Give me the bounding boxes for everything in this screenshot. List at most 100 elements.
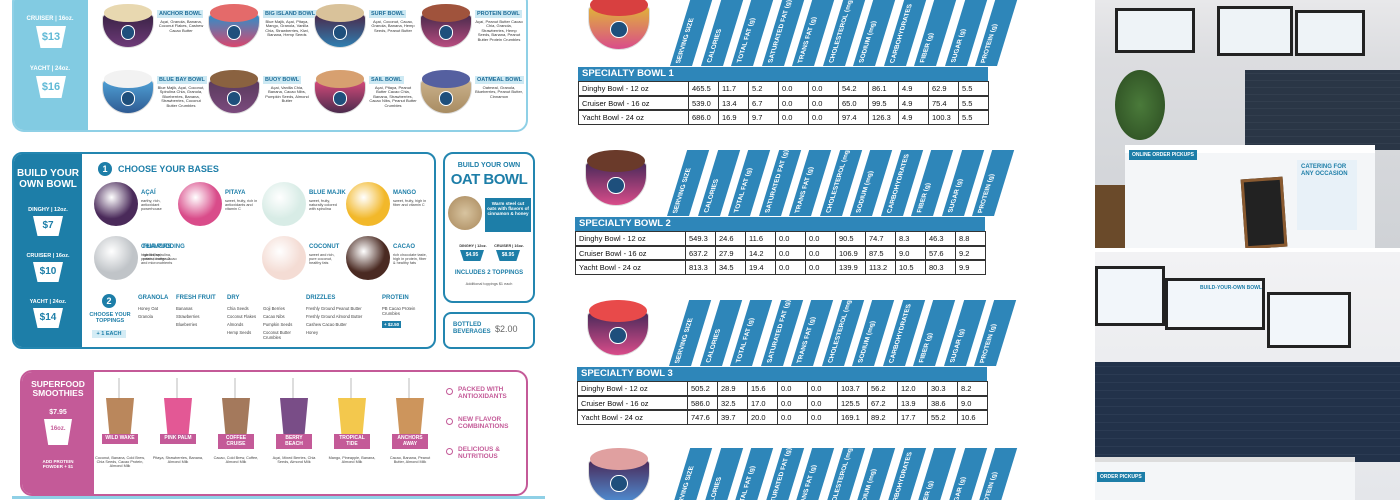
cell: 90.5: [835, 231, 866, 246]
column-header: SODIUM (mg): [856, 321, 877, 363]
store-photo: BUILD-YOUR-OWN BOWL ORDER PICKUPS: [1095, 252, 1400, 500]
size-price: $10: [39, 266, 57, 277]
column-header: CARBOHYDRATES: [885, 153, 911, 213]
bowl-name: SURF BOWL: [369, 10, 407, 18]
cell: 637.2: [685, 245, 716, 260]
smoothie-drink: [396, 398, 424, 434]
bottled-price: $2.00: [495, 324, 518, 334]
build-your-own: BUILD YOUR OWN BOWL DINGHY | 12oz. $7 CRUIS…: [12, 152, 436, 349]
smoothie-straw: [292, 378, 294, 400]
cell: 686.0: [688, 110, 719, 125]
bowl-topping: [316, 4, 364, 22]
plant: [1115, 70, 1165, 140]
smoothie-straw: [176, 378, 178, 400]
row-label: Cruiser Bowl - 16 oz: [577, 395, 688, 410]
base-name: BLUE MAJIK: [309, 190, 346, 196]
cell: 67.2: [867, 395, 898, 410]
smoothie-name: ANCHORS AWAY: [392, 434, 428, 449]
cell: 0.0: [777, 410, 808, 425]
bowl-topping: [210, 70, 258, 88]
column-header: SUGAR (g): [949, 477, 967, 500]
column-header: SUGAR (g): [948, 329, 966, 363]
benefit: PACKED WITH ANTIOXIDANTS: [458, 386, 507, 401]
oat-note: Additional toppings $1 each: [465, 282, 513, 286]
base-desc: sweet and rich, pure coconut, healthy fa…: [309, 253, 335, 266]
column-header: CARBOHYDRATES: [888, 3, 914, 63]
base-desc: sweet, fruity, high in fiber and vitamin…: [393, 199, 427, 208]
bowl-image: [102, 4, 154, 48]
column-header: CARBOHYDRATES: [887, 303, 913, 363]
cell: 9.9: [955, 260, 986, 275]
bowl-image: [314, 4, 366, 48]
cell: 0.0: [778, 95, 809, 110]
menu-screen: [1295, 10, 1365, 56]
catering-banner: CATERING FOR ANY OCCASION: [1297, 160, 1357, 230]
cell: 0.0: [805, 245, 836, 260]
cell: 106.9: [835, 245, 866, 260]
size-price: $16: [41, 81, 61, 93]
size-price: $4.95: [460, 250, 484, 261]
column-header: SERVING SIZE: [674, 17, 696, 63]
column-header: SATURATED FAT (g): [765, 300, 792, 363]
column-header: TRANS FAT (g): [796, 16, 819, 63]
column-header: FIBER (g): [917, 333, 934, 363]
size-label: DINGHY | 12oz.: [459, 244, 487, 248]
cell: 4.9: [898, 95, 929, 110]
topping-item: Cacao Nibs: [263, 314, 285, 319]
column-header: CHOLESTEROL (mg): [824, 150, 852, 213]
bowl-logo: [438, 25, 454, 40]
bowl-desc: Açaí, Coconut, Cacao, Granola, Banana, H…: [371, 19, 415, 33]
row-label: Yacht Bowl - 24 oz: [578, 110, 689, 125]
bowl-logo: [610, 20, 628, 39]
bowl-image: [588, 448, 650, 500]
smoothie-drink: [106, 398, 134, 434]
topping-item: Granola: [138, 314, 153, 319]
size-price: $14: [39, 312, 57, 323]
cell: 125.5: [837, 395, 868, 410]
bowl-topping: [589, 300, 647, 323]
size-label: CRUISER | 16oz.: [494, 244, 524, 248]
bowl-image: [588, 0, 650, 50]
bowl-logo: [120, 91, 136, 106]
bowl-topping: [104, 70, 152, 88]
column-header: CALORIES: [705, 477, 723, 500]
base-name: PITAYA: [225, 190, 246, 196]
cell: 126.3: [868, 110, 899, 125]
bowl-name: BLUE BAY BOWL: [157, 76, 207, 84]
base-name: AÇAÍ: [141, 190, 156, 196]
bowl-desc: Açaí, Vanilla Chia, Banana, Cacao Nibs, …: [265, 85, 309, 104]
cell: 505.2: [687, 381, 718, 396]
column-header: SERVING SIZE: [674, 465, 696, 500]
bowl-topping: [316, 70, 364, 88]
bowl-image: [102, 70, 154, 114]
header-stripe: SERVING SIZE: [670, 448, 713, 500]
smoothie-drink: [222, 398, 250, 434]
cell: 32.5: [717, 395, 748, 410]
base-desc: earthy, rich, antioxidant powerhouse: [141, 199, 162, 212]
bowl-logo: [332, 25, 348, 40]
size-price: $13: [41, 31, 61, 43]
cell: 5.5: [958, 110, 989, 125]
smoothie-desc: Cacao, Cold Brew, Coffee, Almond Milk: [213, 456, 259, 465]
cell: 54.2: [838, 81, 869, 96]
cell: 0.0: [807, 410, 838, 425]
column-header: SODIUM (mg): [854, 171, 875, 213]
bowl-logo: [332, 91, 348, 106]
stool: [1095, 185, 1125, 248]
topping-price: + 1 EACH: [92, 330, 126, 338]
table-title: SPECIALTY BOWL 2: [575, 217, 985, 231]
smoothie-desc: Pitaya, Strawberries, Banana, Almond Mil…: [152, 456, 204, 465]
store-photo: ONLINE ORDER PICKUPS CATERING FOR ANY OCC…: [1095, 0, 1400, 248]
column-header: PROTEIN (g): [979, 24, 999, 63]
bowl-desc: Açaí, Granola, Banana, Coconut Flakes, C…: [158, 19, 204, 33]
column-header: TRANS FAT (g): [795, 316, 818, 363]
tile-wall: [1095, 362, 1400, 462]
smoothie-cup: [44, 419, 72, 445]
cell: 13.4: [718, 95, 749, 110]
cell: 747.6: [687, 410, 718, 425]
bowl-topping: [210, 4, 258, 22]
cell: 465.5: [688, 81, 719, 96]
cell: 17.0: [747, 395, 778, 410]
cell: 0.0: [775, 245, 806, 260]
bowl-desc: Açaí, Pitaya, Peanut Butter Cacao Chia, …: [369, 85, 417, 108]
